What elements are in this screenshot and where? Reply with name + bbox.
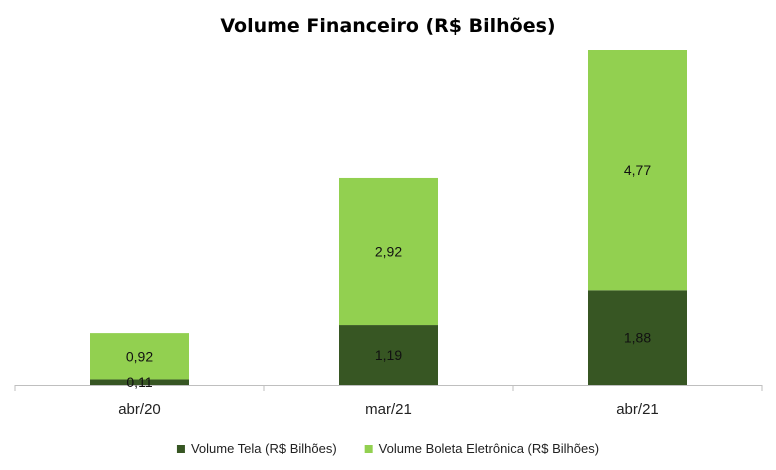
data-label: 0,11 [126,374,152,390]
bar-segment-volume-tela-3 [588,290,687,385]
legend-label: Volume Boleta Eletrônica (R$ Bilhões) [379,441,599,456]
data-label: 1,88 [624,330,651,346]
bar-segment-volume-tela-2 [339,325,438,385]
x-ticks-layer: abr/20 mar/21 abr/21 [14,385,763,418]
data-label: 4,77 [624,162,651,178]
legend: Volume Tela (R$ Bilhões) Volume Boleta El… [176,441,599,456]
legend-label: Volume Tela (R$ Bilhões) [191,441,337,456]
bars-layer [90,50,687,385]
data-labels-layer: 0,11 0,92 1,19 2,92 1,88 4,77 [126,162,651,390]
x-tick-label: abr/20 [118,401,161,418]
bar-segment-volume-tela-1 [90,379,189,385]
bar-segment-volume-boleta-1 [90,333,189,380]
legend-swatch [176,445,185,453]
chart-title: Volume Financeiro (R$ Bilhões) [220,15,555,37]
bar-segment-volume-boleta-2 [339,177,438,326]
x-tick-label: mar/21 [365,401,412,418]
data-label: 1,19 [375,347,402,363]
x-tick-label: abr/21 [616,401,659,418]
data-label: 0,92 [126,348,153,364]
data-label: 2,92 [375,244,402,260]
legend-swatch [364,445,373,453]
bar-segment-volume-boleta-3 [588,50,687,291]
